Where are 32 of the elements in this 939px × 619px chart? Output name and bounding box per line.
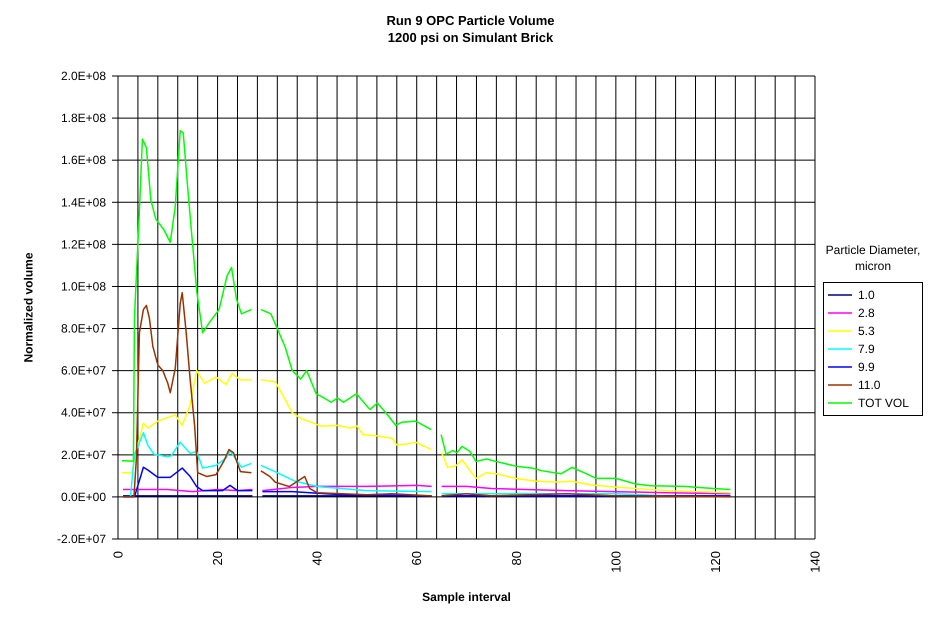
y-tick-label: 0.0E+00 — [60, 490, 106, 504]
legend-label: 5.3 — [858, 324, 875, 338]
y-tick-label: 8.0E+07 — [60, 322, 106, 336]
legend-label: 2.8 — [858, 306, 875, 320]
x-tick-label: 80 — [508, 551, 524, 566]
y-tick-label: 1.4E+08 — [60, 195, 106, 210]
y-tick-label: 4.0E+07 — [60, 406, 106, 420]
legend-label: 9.9 — [858, 360, 875, 374]
y-tick-label: 1.8E+08 — [60, 111, 106, 126]
x-tick-label: 140 — [808, 551, 822, 573]
y-tick-label: 1.6E+08 — [60, 153, 106, 168]
y-tick-label: 1.0E+08 — [60, 279, 106, 294]
x-tick-label: 40 — [310, 551, 325, 566]
x-tick-label: 100 — [608, 551, 624, 573]
legend-label: 11.0 — [858, 378, 880, 392]
x-axis-title: Sample interval — [422, 590, 511, 604]
legend-label: 1.0 — [858, 288, 875, 302]
x-tick-label: 0 — [110, 551, 126, 558]
x-tick-label: 20 — [210, 551, 226, 566]
y-tick-label: 2.0E+08 — [60, 69, 106, 83]
y-tick-label: 1.2E+08 — [60, 237, 106, 252]
y-tick-label: 2.0E+07 — [60, 448, 106, 462]
legend-label: TOT VOL — [858, 396, 909, 410]
y-axis-title: Normalized volume — [21, 252, 36, 363]
x-tick-label: 60 — [409, 551, 424, 566]
legend-label: 7.9 — [858, 342, 875, 356]
chart-title: Run 9 OPC Particle Volume — [385, 12, 556, 29]
x-tick-label: 120 — [708, 551, 723, 573]
chart-subtitle: 1200 psi on Simulant Brick — [386, 29, 554, 46]
y-tick-label: -2.0E+07 — [56, 532, 106, 546]
y-tick-label: 6.0E+07 — [60, 364, 106, 378]
legend-title: Particle Diameter, micron — [824, 242, 922, 274]
